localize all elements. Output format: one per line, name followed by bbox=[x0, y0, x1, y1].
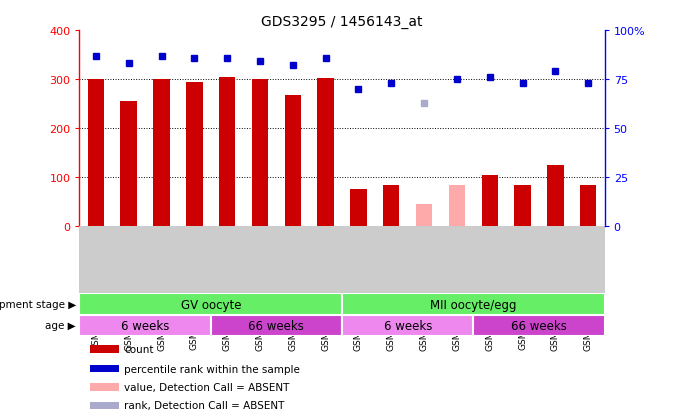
Bar bbox=[416, 204, 433, 227]
Bar bbox=[473, 315, 605, 336]
Bar bbox=[219, 78, 236, 227]
Bar bbox=[448, 185, 465, 227]
Title: GDS3295 / 1456143_at: GDS3295 / 1456143_at bbox=[261, 14, 423, 28]
Text: count: count bbox=[124, 344, 153, 354]
Bar bbox=[317, 78, 334, 227]
Bar bbox=[342, 315, 473, 336]
Bar bbox=[252, 80, 268, 227]
Bar bbox=[79, 315, 211, 336]
Bar bbox=[350, 190, 367, 227]
Bar bbox=[580, 185, 596, 227]
Text: value, Detection Call = ABSENT: value, Detection Call = ABSENT bbox=[124, 382, 290, 392]
Bar bbox=[211, 315, 342, 336]
Text: GV oocyte: GV oocyte bbox=[180, 298, 241, 311]
Bar bbox=[88, 80, 104, 227]
Bar bbox=[90, 401, 119, 409]
Text: rank, Detection Call = ABSENT: rank, Detection Call = ABSENT bbox=[124, 400, 285, 410]
Text: age ▶: age ▶ bbox=[46, 320, 76, 330]
Bar bbox=[342, 294, 605, 315]
Bar bbox=[285, 95, 301, 227]
Text: 6 weeks: 6 weeks bbox=[384, 319, 432, 332]
Text: 66 weeks: 66 weeks bbox=[249, 319, 304, 332]
Bar bbox=[383, 185, 399, 227]
Text: development stage ▶: development stage ▶ bbox=[0, 299, 76, 309]
Text: 66 weeks: 66 weeks bbox=[511, 319, 567, 332]
Text: percentile rank within the sample: percentile rank within the sample bbox=[124, 364, 300, 374]
Bar bbox=[120, 102, 137, 227]
Bar bbox=[153, 80, 170, 227]
Bar bbox=[90, 346, 119, 353]
Bar bbox=[547, 166, 564, 227]
Text: MII oocyte/egg: MII oocyte/egg bbox=[430, 298, 517, 311]
Bar bbox=[79, 294, 342, 315]
Bar bbox=[90, 383, 119, 391]
Bar bbox=[514, 185, 531, 227]
Bar bbox=[482, 175, 498, 227]
Bar bbox=[90, 365, 119, 373]
Text: 6 weeks: 6 weeks bbox=[121, 319, 169, 332]
Bar bbox=[186, 82, 202, 227]
